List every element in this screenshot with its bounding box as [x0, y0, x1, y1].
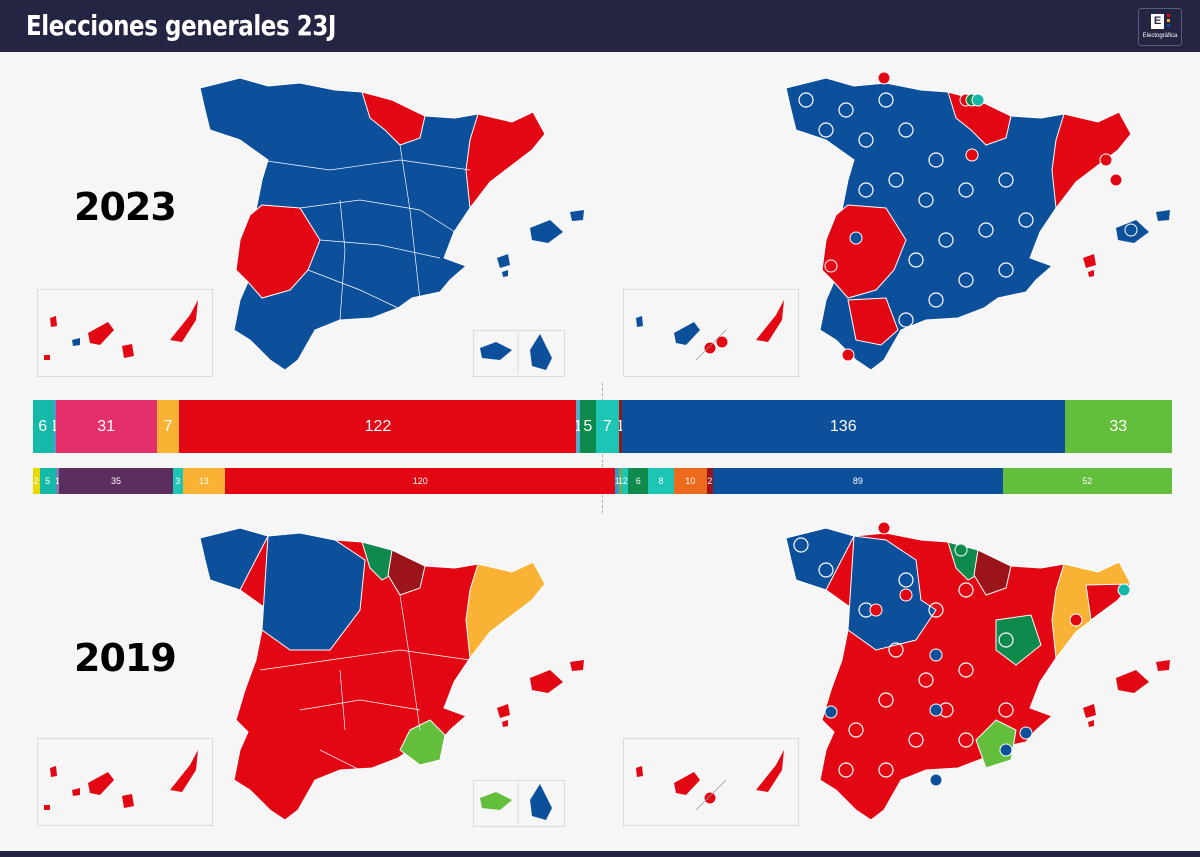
bar-segment: 6	[33, 400, 53, 453]
bar-segment: 33	[1064, 400, 1172, 453]
map-2023-province	[44, 77, 584, 374]
map-2019-province	[44, 527, 584, 824]
bar-segment: 35	[59, 468, 173, 494]
footer-bar	[0, 851, 1200, 857]
bar-segment: 31	[55, 400, 157, 453]
year-label-2019: 2019	[74, 636, 177, 680]
canarias-inset-2023-district	[623, 289, 799, 377]
bar-segment: 5	[579, 400, 596, 453]
bar-segment: 7	[156, 400, 180, 453]
header-bar: Elecciones generales 23J E Electográfica	[0, 0, 1200, 52]
logo-text: Electográfica	[1142, 33, 1178, 39]
bar-segment: 1	[618, 468, 622, 494]
seat-bar-2019: 2 5 1 35 3 13 120 1 1 2 6 8 10 2 89 52	[33, 468, 1172, 494]
bar-segment: 2	[706, 468, 714, 494]
bar-segment: 120	[224, 468, 616, 494]
bar-segment: 2	[33, 468, 40, 494]
bar-segment: 1	[52, 400, 56, 453]
map-2019-district	[636, 521, 1170, 821]
bar-segment: 2	[621, 468, 629, 494]
electografica-logo: E Electográfica	[1138, 8, 1182, 46]
logo-dots-icon	[1167, 14, 1170, 29]
bar-segment: 1	[618, 400, 622, 453]
bar-segment: 13	[182, 468, 225, 494]
bar-segment: 1	[55, 468, 60, 494]
year-label-2023: 2023	[74, 185, 177, 229]
seat-bar-2023: 61317122157113633	[33, 400, 1172, 453]
bar-segment: 89	[713, 468, 1003, 494]
bar-segment: 8	[647, 468, 674, 494]
logo-letter: E	[1151, 14, 1164, 29]
bar-segment: 1	[615, 468, 619, 494]
bar-segment: 5	[39, 468, 56, 494]
canarias-2019-province	[44, 750, 198, 810]
bar-segment: 1	[576, 400, 580, 453]
bar-segment: 122	[179, 400, 577, 453]
bar-segment: 7	[595, 400, 619, 453]
bar-segment: 136	[621, 400, 1065, 453]
bar-segment: 52	[1002, 468, 1172, 494]
map-2023-district	[636, 71, 1170, 371]
canarias-2023-province	[44, 300, 198, 360]
bar-segment: 6	[628, 468, 648, 494]
page-title: Elecciones generales 23J	[26, 9, 337, 42]
canarias-2019-district	[636, 750, 784, 811]
canarias-2023-district	[636, 300, 784, 361]
bar-segment: 3	[172, 468, 183, 494]
bar-segment: 10	[674, 468, 707, 494]
